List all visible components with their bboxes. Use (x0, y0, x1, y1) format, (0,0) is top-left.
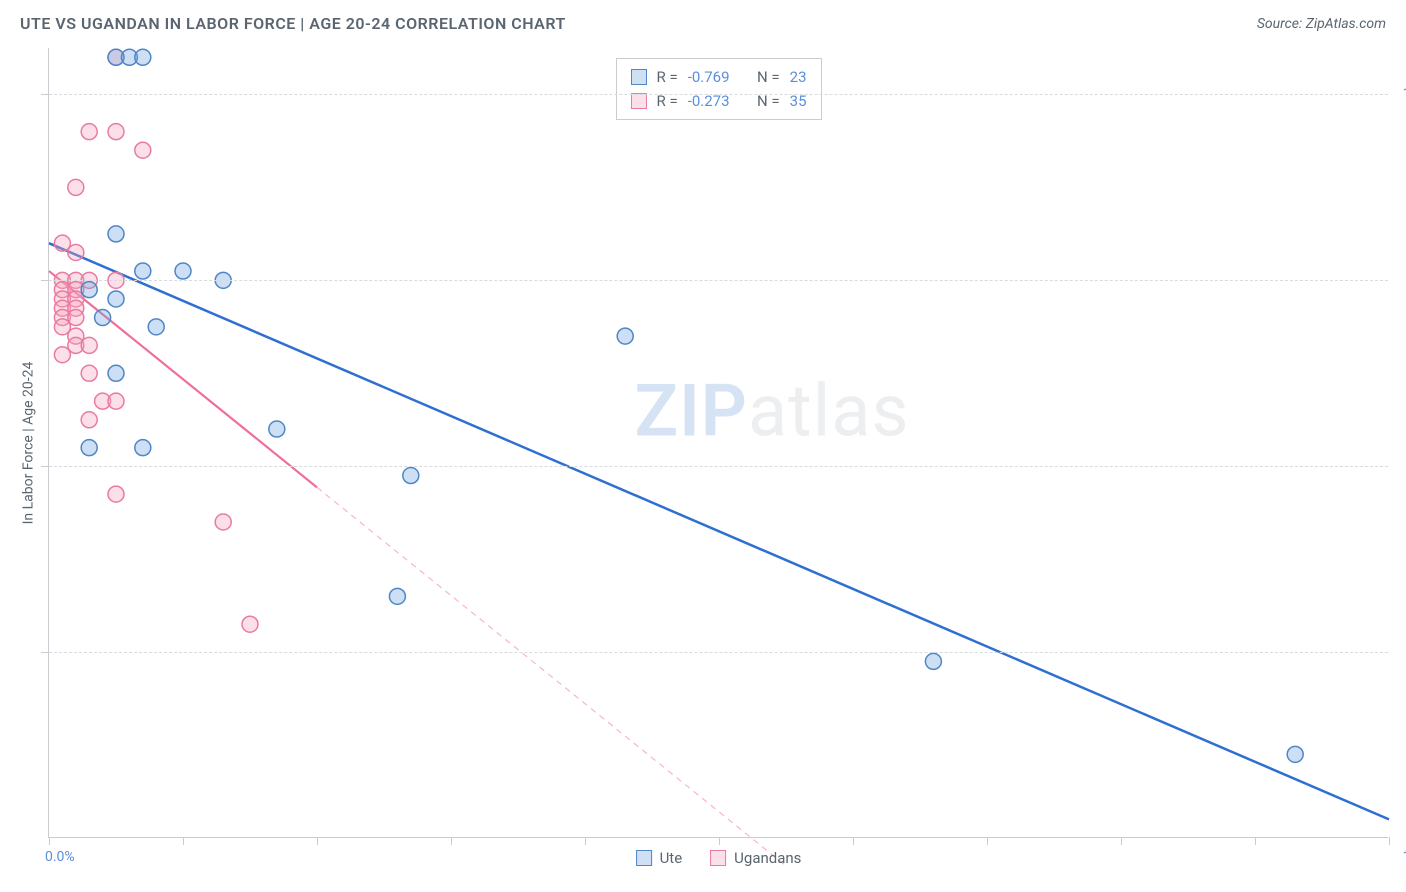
r-label: R = (656, 89, 677, 113)
x-tick (451, 837, 452, 845)
x-tick (49, 837, 50, 845)
y-tick (41, 652, 49, 653)
chart-area: ZIPatlas R = -0.769 N = 23 R = -0.273 N … (48, 48, 1388, 838)
y-tick (41, 466, 49, 467)
x-tick (1255, 837, 1256, 845)
n-value: 23 (790, 65, 807, 89)
x-tick (987, 837, 988, 845)
n-label: N = (757, 89, 780, 113)
legend-label: Ute (660, 849, 683, 867)
n-label: N = (757, 65, 780, 89)
n-value: 35 (790, 89, 807, 113)
gridline (49, 280, 1388, 281)
y-tick-label: 100.0% (1403, 86, 1406, 102)
x-max-label: 100.0% (1403, 849, 1406, 865)
legend-swatch (710, 850, 726, 866)
r-label: R = (656, 65, 677, 89)
gridline (49, 652, 1388, 653)
x-tick (1389, 837, 1390, 845)
scatter-plot (49, 48, 1388, 837)
x-tick (719, 837, 720, 845)
r-value: -0.769 (688, 65, 730, 89)
legend-label: Ugandans (734, 849, 801, 867)
legend-item: Ute (636, 849, 683, 867)
y-axis-label: In Labor Force | Age 20-24 (20, 362, 36, 525)
x-tick (1121, 837, 1122, 845)
x-min-label: 0.0% (45, 849, 75, 865)
gridline (49, 94, 1388, 95)
legend-swatch (636, 850, 652, 866)
x-tick (853, 837, 854, 845)
y-tick (41, 280, 49, 281)
source-label: Source: ZipAtlas.com (1257, 16, 1386, 32)
legend-item: Ugandans (710, 849, 801, 867)
stats-box: R = -0.769 N = 23 R = -0.273 N = 35 (615, 58, 821, 120)
stats-row: R = -0.273 N = 35 (630, 89, 806, 113)
x-tick (317, 837, 318, 845)
series-swatch (630, 69, 646, 85)
gridline (49, 466, 1388, 467)
chart-title: UTE VS UGANDAN IN LABOR FORCE | AGE 20-2… (20, 14, 566, 33)
legend: Ute Ugandans (636, 849, 802, 867)
stats-row: R = -0.769 N = 23 (630, 65, 806, 89)
r-value: -0.273 (688, 89, 730, 113)
x-tick (585, 837, 586, 845)
x-tick (183, 837, 184, 845)
y-tick (41, 94, 49, 95)
